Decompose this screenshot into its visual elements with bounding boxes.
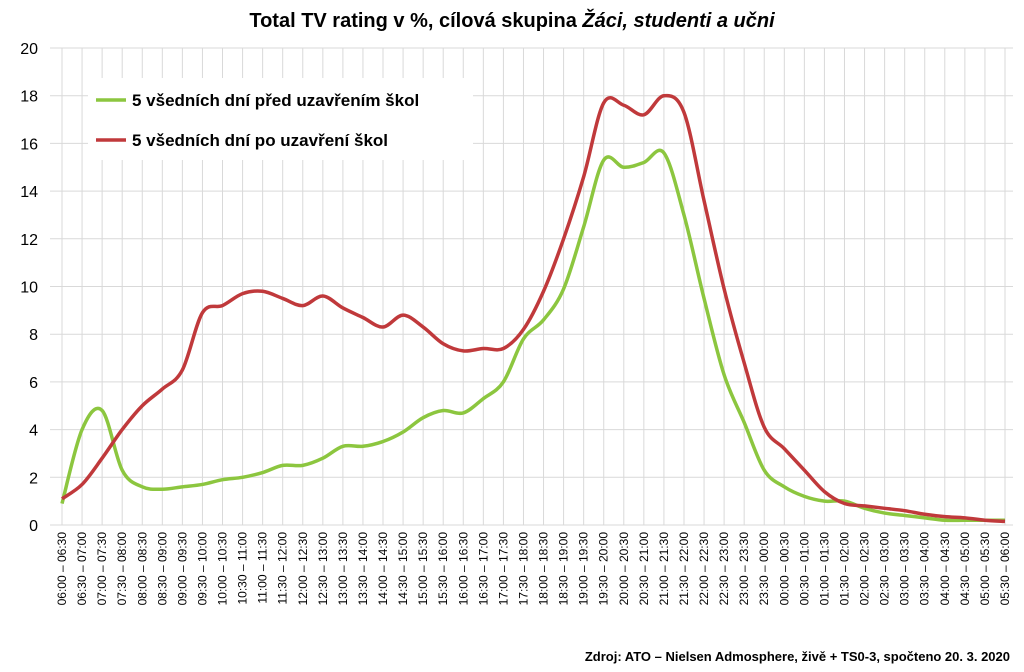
x-tick-label: 01:30 – 02:00 bbox=[837, 532, 851, 606]
x-tick-label: 08:00 – 08:30 bbox=[135, 532, 149, 606]
x-tick-label: 18:00 – 18:30 bbox=[537, 532, 551, 606]
series-line bbox=[60, 93, 1006, 524]
x-tick-label: 22:00 – 22:30 bbox=[697, 532, 711, 606]
x-tick-label: 03:00 – 03:30 bbox=[898, 532, 912, 606]
x-tick-label: 10:30 – 11:00 bbox=[236, 532, 250, 605]
x-tick-label: 20:00 – 20:30 bbox=[617, 532, 631, 606]
y-tick-label: 20 bbox=[20, 41, 38, 58]
y-tick-label: 4 bbox=[29, 423, 38, 440]
x-tick-label: 16:30 – 17:00 bbox=[476, 532, 490, 606]
x-tick-label: 02:00 – 02:30 bbox=[858, 532, 872, 606]
x-tick-label: 23:00 – 23:30 bbox=[737, 532, 751, 606]
x-tick-label: 13:30 – 14:00 bbox=[356, 532, 370, 606]
y-tick-label: 8 bbox=[29, 327, 38, 344]
x-tick-label: 00:30 – 01:00 bbox=[797, 532, 811, 606]
x-tick-label: 07:30 – 08:00 bbox=[115, 532, 129, 606]
x-tick-label: 02:30 – 03:00 bbox=[878, 532, 892, 606]
legend-box bbox=[88, 78, 473, 160]
title-main: Total TV rating v %, cílová skupina bbox=[249, 10, 577, 32]
y-tick-label: 6 bbox=[29, 375, 38, 392]
x-tick-label: 09:30 – 10:00 bbox=[195, 532, 209, 606]
x-tick-label: 07:00 – 07:30 bbox=[95, 532, 109, 606]
x-tick-label: 23:30 – 00:00 bbox=[757, 532, 771, 606]
x-tick-label: 05:30 – 06:00 bbox=[998, 532, 1012, 606]
title-italic: Žáci, studenti a učni bbox=[581, 8, 775, 32]
y-tick-label: 12 bbox=[20, 232, 38, 249]
x-tick-label: 14:00 – 14:30 bbox=[376, 532, 390, 606]
y-tick-label: 16 bbox=[20, 136, 38, 153]
y-tick-label: 0 bbox=[29, 518, 38, 535]
x-tick-label: 15:30 – 16:00 bbox=[436, 532, 450, 606]
x-tick-label: 12:30 – 13:00 bbox=[316, 532, 330, 606]
x-tick-label: 19:30 – 20:00 bbox=[597, 532, 611, 606]
x-tick-label: 17:30 – 18:00 bbox=[516, 532, 530, 606]
x-tick-label: 06:30 – 07:00 bbox=[75, 532, 89, 606]
x-tick-label: 01:00 – 01:30 bbox=[817, 532, 831, 606]
y-tick-label: 10 bbox=[20, 280, 38, 297]
x-tick-label: 15:00 – 15:30 bbox=[416, 532, 430, 606]
x-tick-label: 20:30 – 21:00 bbox=[637, 532, 651, 606]
x-tick-label: 13:00 – 13:30 bbox=[336, 532, 350, 606]
x-tick-label: 04:00 – 04:30 bbox=[938, 532, 952, 606]
x-tick-label: 11:30 – 12:00 bbox=[276, 532, 290, 605]
x-tick-label: 18:30 – 19:00 bbox=[557, 532, 571, 606]
x-tick-label: 21:30 – 22:00 bbox=[677, 532, 691, 606]
x-tick-label: 05:00 – 05:30 bbox=[978, 532, 992, 606]
x-tick-label: 08:30 – 09:00 bbox=[155, 532, 169, 606]
source-note: Zdroj: ATO – Nielsen Admosphere, živě + … bbox=[585, 649, 1010, 664]
x-tick-label: 00:00 – 00:30 bbox=[777, 532, 791, 606]
x-tick-label: 04:30 – 05:00 bbox=[958, 532, 972, 606]
x-tick-label: 10:00 – 10:30 bbox=[216, 532, 230, 606]
y-tick-label: 14 bbox=[20, 184, 38, 201]
legend-label: 5 všedních dní před uzavřením škol bbox=[132, 91, 419, 110]
x-tick-label: 14:30 – 15:00 bbox=[396, 532, 410, 606]
x-tick-label: 12:00 – 12:30 bbox=[296, 532, 310, 606]
x-tick-label: 21:00 – 21:30 bbox=[657, 532, 671, 606]
y-tick-label: 2 bbox=[29, 470, 38, 487]
y-tick-label: 18 bbox=[20, 89, 38, 106]
x-tick-label: 19:00 – 19:30 bbox=[577, 532, 591, 606]
x-tick-label: 03:30 – 04:00 bbox=[918, 532, 932, 606]
x-tick-label: 16:00 – 16:30 bbox=[456, 532, 470, 606]
x-tick-label: 17:00 – 17:30 bbox=[496, 532, 510, 606]
x-tick-label: 09:00 – 09:30 bbox=[175, 532, 189, 606]
x-tick-label: 11:00 – 11:30 bbox=[256, 532, 270, 604]
legend-label: 5 všedních dní po uzavření škol bbox=[132, 131, 388, 150]
x-tick-label: 22:30 – 23:00 bbox=[717, 532, 731, 606]
chart-title: Total TV rating v %, cílová skupina Žáci… bbox=[249, 8, 775, 32]
series-line bbox=[60, 148, 1005, 523]
x-tick-label: 06:00 – 06:30 bbox=[55, 532, 69, 606]
